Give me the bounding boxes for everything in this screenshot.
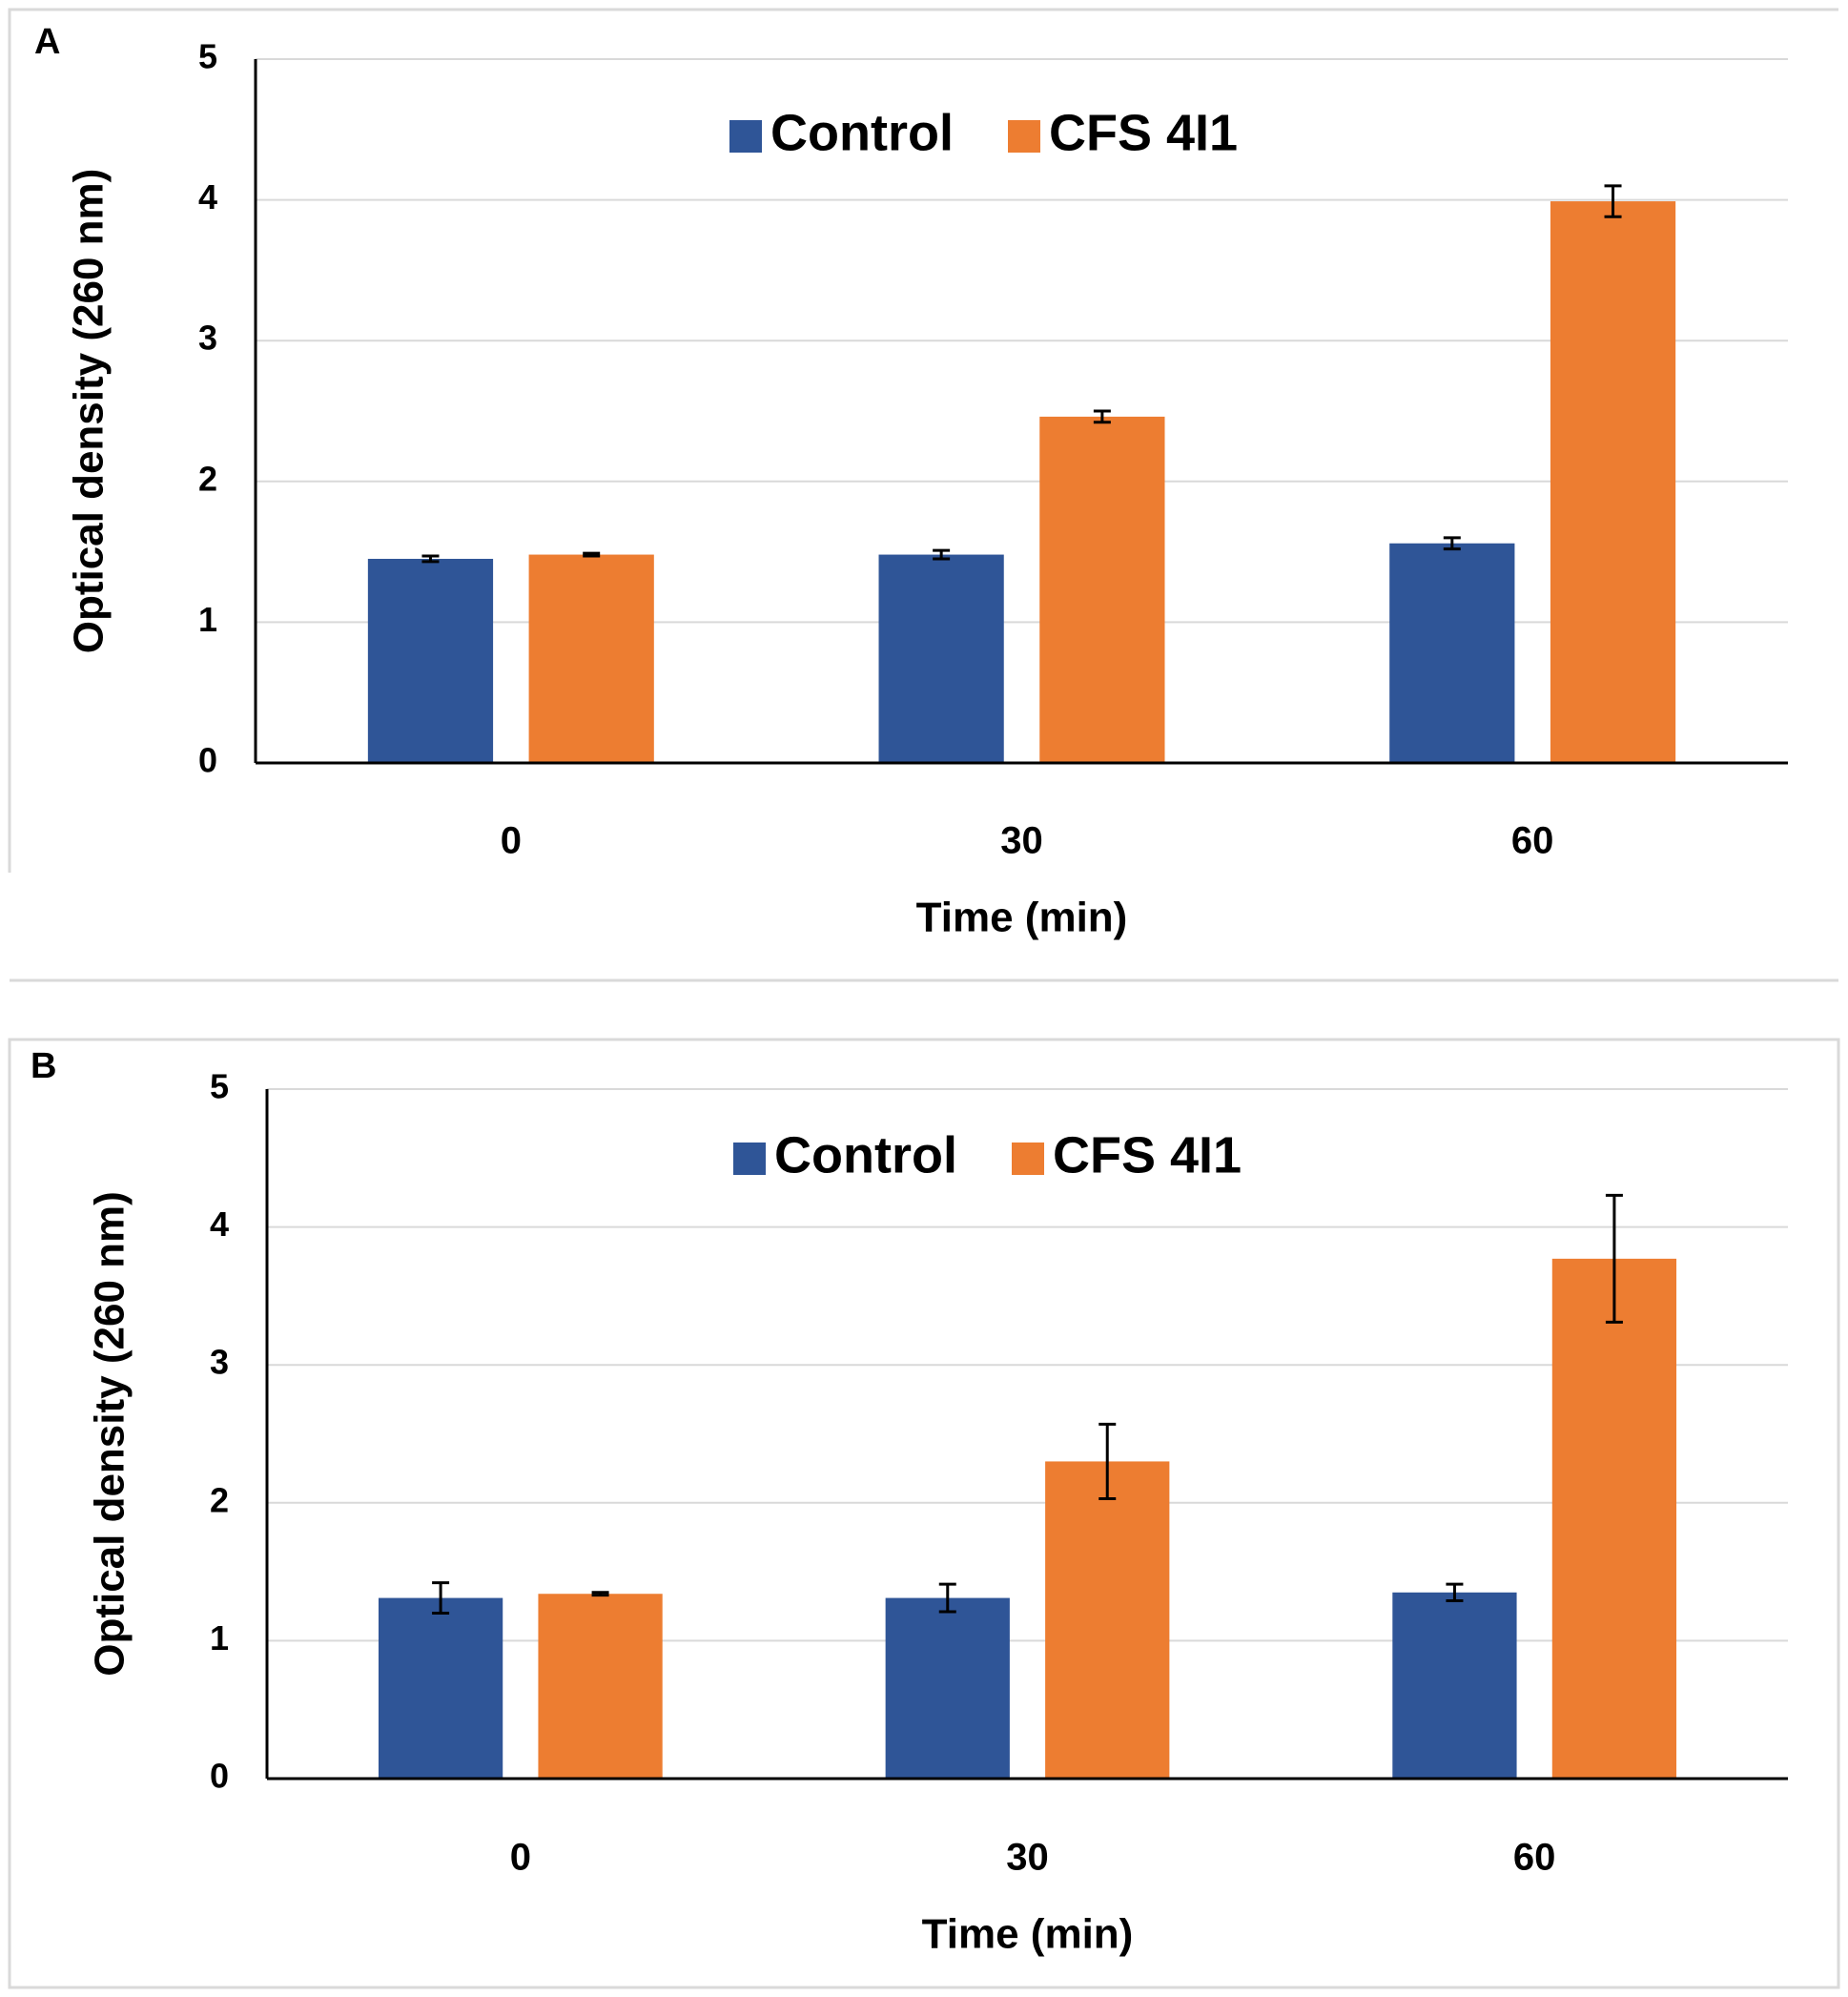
panel-b-bar-cfs-4i1-60 [1551, 1258, 1677, 1779]
panel-a-bar-control-60 [1389, 543, 1515, 763]
panel-b-y-ticks: 0 1 2 3 4 5 [210, 1067, 229, 1796]
panel-b-x-tick-label: 60 [1513, 1837, 1556, 1879]
panel-b-y-tick-label: 5 [210, 1067, 229, 1106]
panel-b-x-tick-label: 30 [1006, 1837, 1049, 1879]
panel-a-legend-control-swatch [729, 120, 762, 153]
panel-b-y-tick-label: 0 [210, 1757, 229, 1796]
panel-a-y-tick-label: 0 [198, 741, 217, 780]
panel-a: A 0 1 2 3 4 5 0 30 60 Time (min) Optical densit… [8, 8, 1838, 982]
panel-a-legend: Control CFS 4I1 [729, 104, 1238, 161]
panel-a-x-tick-label: 60 [1511, 820, 1554, 862]
panel-b-bar-control-0 [378, 1597, 503, 1779]
panel-a-error-bars [421, 184, 1622, 564]
panel-a-bar-control-0 [367, 558, 494, 763]
panel-a-x-tick-label: 30 [1000, 820, 1043, 862]
panel-a-error-bar-control-30 [933, 548, 951, 561]
panel-b-y-tick-label: 3 [210, 1343, 229, 1382]
panel-b-y-tick-label: 2 [210, 1480, 229, 1519]
panel-a-bars [367, 201, 1676, 764]
panel-a-legend-control-label: Control [770, 104, 954, 161]
panel-a-y-tick-label: 4 [198, 177, 217, 216]
panel-a-x-tick-label: 0 [501, 820, 522, 862]
panel-a-x-ticks: 0 30 60 [501, 820, 1554, 862]
panel-a-y-axis-title: Optical density (260 nm) [66, 169, 113, 654]
panel-b-frame [8, 1038, 1840, 1989]
panel-b-error-bar-cfs-4i1-30 [1099, 1422, 1117, 1500]
panel-b-y-tick-label: 1 [210, 1618, 229, 1657]
panel-a-error-bar-control-60 [1443, 536, 1461, 551]
panel-b-x-tick-label: 0 [510, 1837, 531, 1879]
panel-a-bar-control-30 [878, 554, 1004, 763]
panel-a-legend-cfs-label: CFS 4I1 [1049, 104, 1238, 161]
panel-b-legend-control-label: Control [774, 1126, 957, 1184]
panel-a-gridlines [256, 58, 1788, 624]
panel-b-legend-control-swatch [733, 1143, 766, 1175]
panel-a-x-axis-title: Time (min) [916, 895, 1128, 941]
panel-a-y-tick-label: 2 [198, 459, 217, 498]
panel-a-y-tick-label: 5 [198, 37, 217, 76]
panel-a-error-bar-cfs-4i1-30 [1093, 409, 1111, 424]
panel-b-gridlines [267, 1088, 1788, 1642]
panel-b-y-tick-label: 4 [210, 1204, 229, 1244]
panel-b-letter: B [31, 1046, 56, 1086]
panel-b: B 0 1 2 3 4 5 0 30 60 Time (min) Optical densit… [8, 1038, 1840, 1989]
panel-b-x-ticks: 0 30 60 [510, 1837, 1556, 1879]
panel-a-legend-cfs-swatch [1008, 120, 1040, 153]
panel-b-error-bar-control-0 [432, 1581, 450, 1615]
panel-b-legend-cfs-label: CFS 4I1 [1053, 1126, 1242, 1184]
panel-a-error-bar-cfs-4i1-0 [583, 551, 601, 558]
panel-b-error-bar-cfs-4i1-0 [591, 1591, 609, 1597]
panel-b-bar-control-30 [885, 1597, 1010, 1779]
panel-b-legend: Control CFS 4I1 [733, 1126, 1242, 1184]
panel-a-error-bar-cfs-4i1-60 [1604, 184, 1622, 218]
panel-b-bar-cfs-4i1-30 [1045, 1461, 1170, 1779]
panel-b-y-axis-title: Optical density (260 nm) [87, 1191, 133, 1677]
panel-a-bar-cfs-4i1-30 [1039, 416, 1165, 763]
panel-b-bar-control-60 [1392, 1592, 1517, 1779]
panel-b-error-bar-control-60 [1446, 1582, 1464, 1602]
panel-a-error-bar-control-0 [421, 554, 440, 564]
panel-a-frame [8, 8, 1838, 982]
panel-b-legend-cfs-swatch [1012, 1143, 1044, 1175]
panel-b-x-axis-title: Time (min) [922, 1911, 1134, 1958]
panel-a-letter: A [34, 22, 60, 62]
panel-a-y-tick-label: 1 [198, 600, 217, 639]
panel-b-error-bar-control-30 [938, 1582, 956, 1614]
panel-b-error-bars [432, 1193, 1623, 1615]
panel-a-y-ticks: 0 1 2 3 4 5 [198, 37, 217, 780]
panel-a-bar-cfs-4i1-60 [1550, 201, 1676, 764]
panel-b-error-bar-cfs-4i1-60 [1605, 1193, 1623, 1324]
panel-a-y-tick-label: 3 [198, 319, 217, 358]
panel-b-bars [378, 1258, 1677, 1779]
panel-a-bar-cfs-4i1-0 [528, 554, 654, 763]
panel-b-bar-cfs-4i1-0 [538, 1594, 663, 1779]
